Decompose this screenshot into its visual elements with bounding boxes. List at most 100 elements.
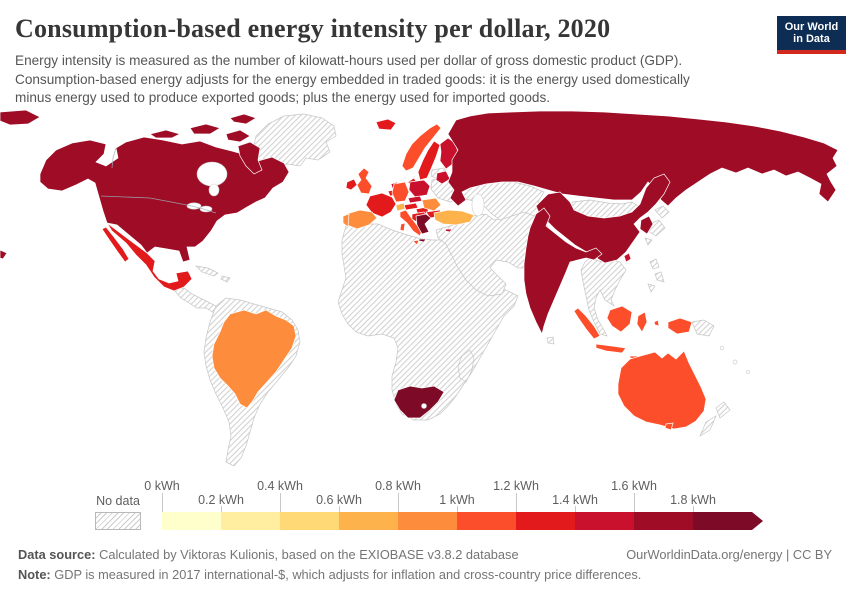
legend-tick-label: 0.8 kWh xyxy=(375,479,421,493)
legend-bin-0-0.2-kWh[interactable] xyxy=(162,512,221,530)
legend-no-data[interactable]: No data xyxy=(88,493,148,530)
region-greenland-nodata[interactable] xyxy=(251,113,337,167)
region-southeast-asia-nodata[interactable] xyxy=(580,257,627,337)
footer-data-source-label: Data source: xyxy=(18,547,96,562)
country-south-africa[interactable]: South Africa: 1.8+ kWh xyxy=(393,385,445,419)
legend-tick-label: 1.4 kWh xyxy=(552,493,598,507)
country-australia[interactable]: Australia: 1–1.2 kWh xyxy=(617,350,707,431)
country-austria[interactable]: Austria: 1.2–1.4 kWh xyxy=(403,202,419,211)
country-greece[interactable]: Greece: 1.8+ kWh xyxy=(415,213,432,243)
legend-tick xyxy=(221,506,222,512)
country-united-states-canada-mainland[interactable]: United States: 1.6–1.8 kWh xyxy=(39,136,290,263)
legend-tick-label: 0 kWh xyxy=(144,479,180,493)
chart-subtitle: Energy intensity is measured as the numb… xyxy=(15,53,690,106)
country-indonesia[interactable]: Indonesia: 1–1.2 kWh xyxy=(573,305,693,361)
footer-note-label: Note: xyxy=(18,567,51,582)
country-romania[interactable]: Romania: 0.8–1 kWh xyxy=(421,197,442,212)
legend-no-data-label: No data xyxy=(96,494,140,508)
country-france[interactable]: France: 1.2–1.4 kWh xyxy=(365,192,397,218)
footer-data-source: Data source: Calculated by Viktoras Kuli… xyxy=(18,547,519,562)
country-ireland[interactable]: Ireland: 1.2–1.4 kWh xyxy=(345,178,358,191)
footer-data-source-text: Calculated by Viktoras Kulionis, based o… xyxy=(95,547,519,562)
country-taiwan[interactable]: Taiwan: 1.4–1.6 kWh xyxy=(623,252,632,263)
country-russia-wrap-west[interactable]: Russia: 1.6–1.8 kWh xyxy=(0,109,41,126)
legend-tick xyxy=(516,493,517,512)
legend-tick-label: 0.6 kWh xyxy=(316,493,362,507)
legend-no-data-swatch[interactable] xyxy=(95,512,141,530)
legend-bin-1-1.2-kWh[interactable] xyxy=(457,512,516,530)
footer-note-text: GDP is measured in 2017 international-$,… xyxy=(50,567,642,582)
legend-bin-1.6-1.8-kWh[interactable] xyxy=(634,512,693,530)
owid-logo-stripe xyxy=(777,50,846,54)
owid-logo-line2: in Data xyxy=(793,33,830,45)
footer-note: Note: GDP is measured in 2017 internatio… xyxy=(18,567,641,582)
country-germany[interactable]: Germany: 1–1.2 kWh xyxy=(391,181,410,203)
region-papua-new-guinea-nodata[interactable] xyxy=(691,319,715,337)
country-poland[interactable]: Poland: 1.4–1.6 kWh xyxy=(408,179,431,198)
country-mexico-baja[interactable]: Mexico: 1.2–1.4 kWh xyxy=(101,226,130,263)
great-lakes xyxy=(186,202,202,210)
country-norway[interactable]: Norway: 1–1.2 kWh xyxy=(401,123,442,172)
country-china[interactable]: China: 1.6–1.8 kWh xyxy=(535,173,671,264)
legend-tick xyxy=(162,493,163,512)
country-italy[interactable]: Italy: 1–1.2 kWh xyxy=(399,209,423,246)
country-russia[interactable]: Russia: 1.6–1.8 kWh xyxy=(447,110,839,207)
legend-bin-0.8-1-kWh[interactable] xyxy=(398,512,457,530)
country-portugal[interactable]: Portugal: 0.8–1 kWh xyxy=(342,213,350,228)
country-iceland[interactable]: Iceland: 1.2–1.4 kWh xyxy=(375,118,397,131)
owid-logo[interactable]: Our World in Data xyxy=(777,16,846,50)
country-mexico[interactable]: Mexico: 1.2–1.4 kWh xyxy=(106,222,193,292)
legend-tick-label: 1.8 kWh xyxy=(670,493,716,507)
legend-tick xyxy=(693,506,694,512)
region-philippines-nodata[interactable] xyxy=(647,258,665,293)
country-brazil[interactable]: Brazil: 0.8–1 kWh xyxy=(211,309,297,409)
legend-tick-label: 1.6 kWh xyxy=(611,479,657,493)
legend-tick xyxy=(457,506,458,512)
country-india[interactable]: India: 1.6–1.8 kWh xyxy=(523,207,603,336)
legend-tick-label: 1 kWh xyxy=(439,493,475,507)
legend-tick xyxy=(575,506,576,512)
legend-tick-label: 0.2 kWh xyxy=(198,493,244,507)
country-cyprus[interactable]: Cyprus: 1.4–1.6 kWh xyxy=(444,228,453,233)
caspian-sea xyxy=(471,193,485,217)
pacific-islands-outline xyxy=(719,345,751,375)
legend-arrow xyxy=(752,512,763,530)
region-new-zealand-nodata[interactable] xyxy=(699,401,731,437)
country-baltic-states[interactable]: Baltic states: 1.4–1.6 kWh xyxy=(435,170,451,185)
legend-tick-label: 1.2 kWh xyxy=(493,479,539,493)
page-title: Consumption-based energy intensity per d… xyxy=(15,14,611,43)
region-central-america-nodata[interactable] xyxy=(173,287,221,314)
country-south-korea[interactable]: South Korea: 1.6–1.8 kWh xyxy=(639,215,654,235)
legend-bin-0.6-0.8-kWh[interactable] xyxy=(339,512,398,530)
footer-credit-link[interactable]: OurWorldinData.org/energy | CC BY xyxy=(626,547,832,562)
us-canada-border xyxy=(100,195,217,214)
region-madagascar-nodata[interactable] xyxy=(457,349,475,383)
region-cuba-nodata[interactable] xyxy=(194,265,219,277)
country-sweden[interactable]: Sweden: 1.2–1.4 kWh xyxy=(417,140,441,181)
legend-tick xyxy=(280,493,281,512)
country-united-kingdom[interactable]: United Kingdom: 1–1.2 kWh xyxy=(356,167,373,195)
legend-bin-0.4-0.6-kWh[interactable] xyxy=(280,512,339,530)
legend-tick xyxy=(339,506,340,512)
legend-tick xyxy=(398,493,399,512)
data-countries: Russia: 1.6–1.8 kWh United States: 1.6–1… xyxy=(0,109,839,431)
hudson-bay xyxy=(196,161,228,187)
region-hispaniola-nodata[interactable] xyxy=(220,275,231,283)
country-canada-arctic-islands[interactable]: Canada: 1.6–1.8 kWh xyxy=(149,113,263,175)
lesotho-outline xyxy=(421,403,427,409)
legend-bin-0.2-0.4-kWh[interactable] xyxy=(221,512,280,530)
country-switzerland[interactable]: Switzerland: 0.6–0.8 kWh xyxy=(395,202,406,212)
country-united-states-hawaii[interactable]: United States: 1.6–1.8 kWh xyxy=(0,249,8,260)
legend-bin-1.4-1.6-kWh[interactable] xyxy=(575,512,634,530)
legend-tick xyxy=(634,493,635,512)
country-turkey[interactable]: Turkey: 0.6–0.8 kWh xyxy=(433,209,475,226)
country-czechia[interactable]: Czechia: 1.4–1.6 kWh xyxy=(407,195,423,204)
legend-bin-1.8+-kWh[interactable] xyxy=(693,512,752,530)
owid-logo-line1: Our World xyxy=(784,20,839,33)
legend-bin-1.2-1.4-kWh[interactable] xyxy=(516,512,575,530)
alaska-canada-border xyxy=(111,147,117,169)
region-sri-lanka-nodata[interactable] xyxy=(546,336,555,345)
world-map: Russia: 1.6–1.8 kWh United States: 1.6–1… xyxy=(0,109,850,482)
legend-colorbar: 0 kWh 0.2 kWh 0.4 kWh 0.6 kWh 0.8 kWh 1 kWh 1.… xyxy=(144,479,792,530)
